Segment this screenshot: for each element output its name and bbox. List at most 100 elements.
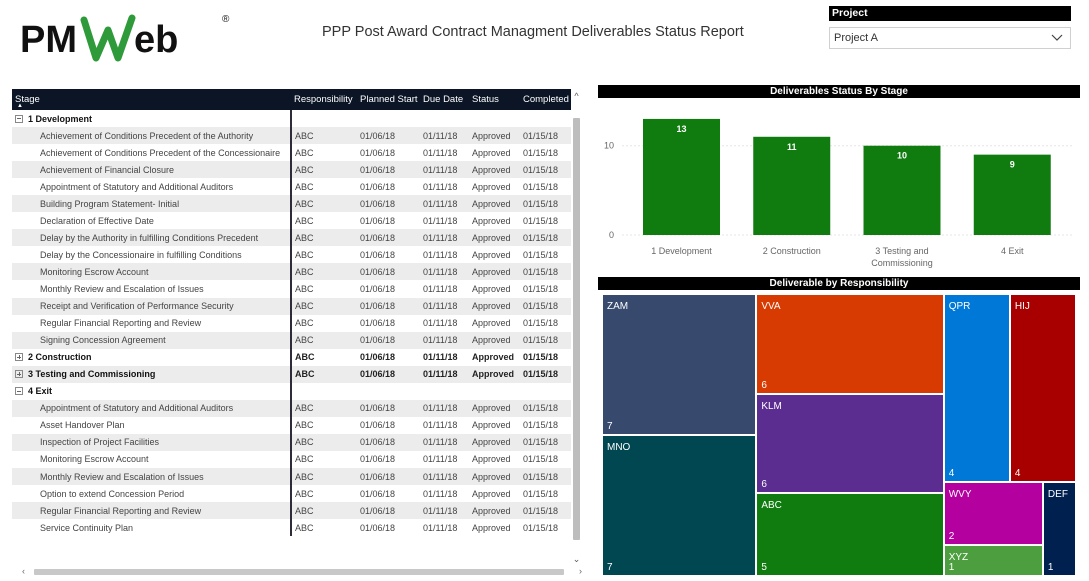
- treemap-tile-label: VVA: [761, 301, 781, 312]
- treemap-tile-mno[interactable]: MNO 7: [602, 435, 757, 576]
- stage-label: 4 Exit: [28, 386, 53, 397]
- cell-due-date: 01/11/18: [420, 433, 469, 451]
- treemap-tile-xyz[interactable]: XYZ 1: [943, 544, 1043, 576]
- table-row[interactable]: Building Program Statement- Initial ABC 01…: [12, 195, 571, 213]
- treemap-tile-abc[interactable]: ABC 5: [756, 493, 944, 576]
- column-header-planned-start[interactable]: Planned Start: [357, 89, 420, 110]
- column-header-stage[interactable]: Stage ▲: [12, 89, 291, 110]
- table-horizontal-scrollbar[interactable]: ‹ ›: [22, 567, 582, 576]
- table-row[interactable]: Signing Concession Agreement ABC 01/06/18 0…: [12, 331, 571, 349]
- treemap-tile-count: 4: [1014, 468, 1021, 479]
- cell-responsibility: ABC: [290, 212, 357, 230]
- treemap-tile-label: HIJ: [1014, 301, 1030, 312]
- table-row[interactable]: Monitoring Escrow Account ABC 01/06/18 01/1…: [12, 263, 571, 281]
- scroll-left-arrow-icon[interactable]: ‹: [22, 566, 25, 576]
- bar-1[interactable]: [643, 118, 720, 235]
- table-row[interactable]: Option to extend Concession Period ABC 01/…: [12, 485, 571, 503]
- cell-status: Approved: [472, 352, 515, 363]
- bar-3[interactable]: [863, 145, 941, 235]
- cell-stage: 3 Testing and Commissioning: [12, 365, 291, 383]
- horizontal-scroll-thumb[interactable]: [34, 569, 564, 575]
- treemap-tile-hij[interactable]: HIJ 4: [1009, 294, 1076, 482]
- table-group-row[interactable]: 1 Development: [12, 110, 571, 128]
- cell-stage: Signing Concession Agreement: [12, 331, 291, 349]
- table-row[interactable]: Monitoring Escrow Account ABC 01/06/18 01/1…: [12, 450, 571, 468]
- table-group-row[interactable]: 3 Testing and Commissioning ABC 01/06/18 01…: [12, 365, 571, 383]
- scroll-up-arrow-icon[interactable]: ^: [574, 91, 579, 101]
- table-row[interactable]: Monthly Review and Escalation of Issues A…: [12, 467, 571, 486]
- cell-due-date: [420, 110, 469, 127]
- table-row[interactable]: Delay by the Authority in fulfilling Con…: [12, 229, 571, 247]
- cell-completed: 01/15/18: [523, 181, 559, 192]
- treemap-tile-zam[interactable]: ZAM 7: [602, 294, 757, 435]
- collapse-icon[interactable]: [15, 114, 23, 123]
- cell-due-date: 01/11/18: [423, 420, 458, 431]
- table-row[interactable]: Declaration of Effective Date ABC 01/06/18…: [12, 212, 571, 230]
- cell-due-date: 01/11/18: [420, 195, 469, 213]
- expand-icon[interactable]: [15, 353, 23, 362]
- table-row[interactable]: Inspection of Project Facilities ABC 01/06…: [12, 433, 571, 451]
- table-row[interactable]: Regular Financial Reporting and Review AB…: [12, 502, 571, 520]
- treemap-tile-count: 2: [948, 530, 955, 542]
- table-row[interactable]: Appointment of Statutory and Additional …: [12, 178, 571, 196]
- treemap-tile-klm[interactable]: KLM 6: [756, 393, 944, 494]
- stage-label: Inspection of Project Facilities: [40, 437, 160, 448]
- bar-4[interactable]: [973, 154, 1051, 235]
- scroll-down-arrow-icon[interactable]: ⌄: [572, 554, 581, 564]
- vertical-scroll-thumb[interactable]: [573, 118, 580, 540]
- cell-completed: 01/15/18: [520, 433, 571, 451]
- cell-planned-start: 01/06/18: [357, 263, 420, 281]
- x-tick-label: 4 Exit: [1001, 246, 1024, 256]
- cell-due-date: [420, 383, 469, 400]
- bar-2[interactable]: [753, 136, 831, 235]
- column-header-due-date[interactable]: Due Date: [420, 89, 469, 110]
- table-group-row[interactable]: 2 Construction ABC 01/06/18 01/11/18 Approve…: [12, 348, 571, 366]
- column-header-responsibility[interactable]: Responsibility: [291, 89, 357, 110]
- table-vertical-scrollbar[interactable]: ^ ⌄: [572, 91, 581, 564]
- cell-completed: 01/15/18: [520, 195, 571, 213]
- treemap-tile-wvy[interactable]: WVY 2: [943, 482, 1043, 545]
- x-tick-label: 1 Development: [651, 246, 712, 256]
- table-row[interactable]: Regular Financial Reporting and Review AB…: [12, 314, 571, 332]
- collapse-icon[interactable]: [15, 387, 23, 396]
- cell-responsibility: ABC: [290, 297, 357, 315]
- column-header-status[interactable]: Status: [469, 89, 520, 110]
- scroll-right-arrow-icon[interactable]: ›: [579, 566, 582, 576]
- cell-responsibility: ABC: [290, 144, 357, 162]
- cell-planned-start: 01/06/18: [357, 502, 420, 520]
- table-row[interactable]: Appointment of Statutory and Additional …: [12, 399, 571, 417]
- table-row[interactable]: Receipt and Verification of Performance …: [12, 297, 571, 315]
- table-row[interactable]: Delay by the Concessionaire in fulfillin…: [12, 246, 571, 264]
- cell-due-date: 01/11/18: [423, 181, 458, 192]
- treemap-tile-qpr[interactable]: QPR 4: [943, 294, 1010, 482]
- cell-stage: Regular Financial Reporting and Review: [12, 502, 291, 520]
- table-row[interactable]: Achievement of Conditions Precedent of t…: [12, 144, 571, 162]
- table-row[interactable]: Achievement of Conditions Precedent of t…: [12, 127, 571, 145]
- table-row[interactable]: Asset Handover Plan ABC 01/06/18 01/11/18 Ap…: [12, 416, 571, 434]
- cell-due-date: 01/11/18: [423, 283, 458, 294]
- stage-label: Appointment of Statutory and Additional …: [40, 181, 234, 192]
- cell-responsibility: ABC: [290, 467, 357, 486]
- cell-due-date: 01/11/18: [423, 352, 458, 363]
- cell-completed: 01/15/18: [523, 215, 559, 226]
- treemap-title: Deliverable by Responsibility: [598, 277, 1080, 290]
- table-row[interactable]: Service Continuity Plan ABC 01/06/18 01/11/…: [12, 519, 571, 537]
- treemap-tile-def[interactable]: DEF 1: [1042, 482, 1076, 576]
- table-group-row[interactable]: 4 Exit: [12, 382, 571, 400]
- project-dropdown-value: Project A: [834, 32, 879, 44]
- column-header-completed[interactable]: Completed: [520, 89, 571, 110]
- table-row[interactable]: Achievement of Financial Closure ABC 01/06…: [12, 161, 571, 179]
- project-dropdown[interactable]: Project A: [829, 27, 1071, 49]
- table-row[interactable]: Monthly Review and Escalation of Issues A…: [12, 280, 571, 298]
- cell-due-date: 01/11/18: [423, 318, 458, 329]
- stage-label: Building Program Statement- Initial: [40, 198, 180, 209]
- treemap-tile-vva[interactable]: VVA 6: [756, 294, 944, 394]
- cell-stage: Asset Handover Plan: [12, 417, 291, 434]
- cell-responsibility: ABC: [290, 502, 357, 520]
- expand-icon[interactable]: [15, 370, 23, 379]
- stage-label: Option to extend Concession Period: [40, 488, 185, 499]
- cell-status: Approved: [469, 127, 520, 145]
- cell-status: Approved: [472, 215, 511, 226]
- cell-due-date: 01/11/18: [420, 467, 469, 486]
- cell-status: [469, 110, 520, 127]
